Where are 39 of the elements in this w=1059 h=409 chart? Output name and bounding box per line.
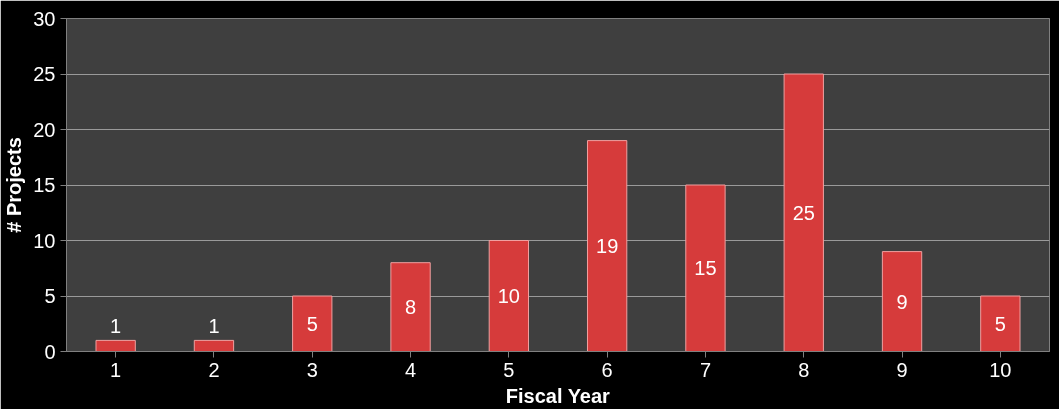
x-tick-label: 4 bbox=[404, 358, 417, 381]
data-label: 5 bbox=[306, 312, 318, 335]
bar bbox=[193, 339, 235, 352]
x-tick-label: 5 bbox=[503, 358, 515, 381]
data-label: 15 bbox=[694, 257, 717, 280]
data-label: 25 bbox=[792, 201, 815, 224]
data-label: 8 bbox=[404, 296, 417, 319]
y-tick-label: 10 bbox=[33, 229, 56, 252]
x-tick-label: 1 bbox=[110, 358, 122, 381]
bar bbox=[980, 295, 1021, 352]
data-label: 10 bbox=[497, 285, 520, 307]
bar bbox=[685, 184, 726, 352]
y-tick-label: 15 bbox=[33, 174, 56, 196]
x-tick-label: 7 bbox=[699, 358, 712, 381]
y-tick-label: 25 bbox=[33, 63, 56, 85]
y-tick-label: 0 bbox=[44, 340, 56, 363]
bar bbox=[488, 240, 530, 352]
bar bbox=[292, 295, 333, 352]
x-tick-label: 10 bbox=[989, 358, 1012, 381]
bar bbox=[881, 251, 923, 352]
data-label: 1 bbox=[208, 315, 220, 338]
x-tick-label: 9 bbox=[896, 358, 908, 381]
y-axis-title: # Projects bbox=[3, 137, 26, 233]
bar bbox=[95, 339, 136, 352]
data-label: 5 bbox=[994, 312, 1006, 335]
x-axis-title: Fiscal Year bbox=[505, 384, 611, 407]
bar bbox=[586, 140, 628, 352]
bar bbox=[783, 73, 824, 352]
data-label: 19 bbox=[596, 235, 619, 258]
data-label: 9 bbox=[896, 290, 908, 313]
x-tick-label: 6 bbox=[601, 358, 613, 381]
y-tick-label: 5 bbox=[44, 285, 56, 307]
data-label: 1 bbox=[110, 315, 122, 338]
x-tick-label: 2 bbox=[208, 358, 220, 381]
x-tick-label: 3 bbox=[306, 358, 318, 381]
bar bbox=[390, 262, 431, 352]
y-tick-label: 30 bbox=[33, 7, 56, 30]
y-tick-label: 20 bbox=[33, 118, 56, 141]
x-tick-label: 8 bbox=[798, 358, 810, 381]
